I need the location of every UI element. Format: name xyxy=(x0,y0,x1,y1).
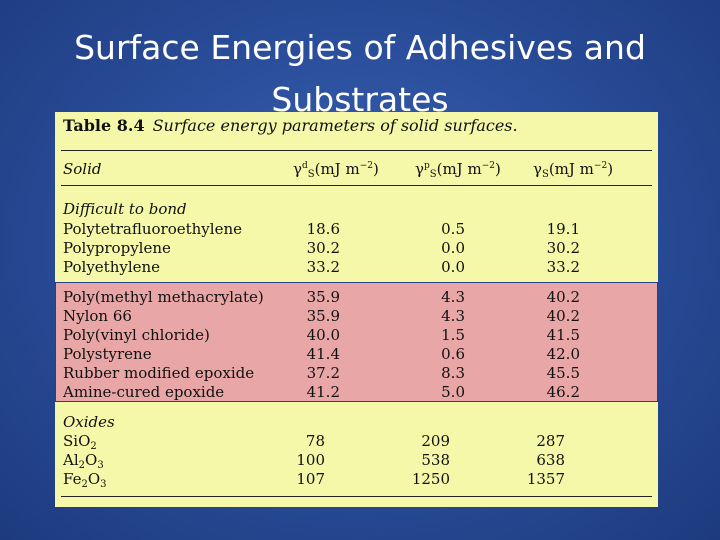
table-row: Amine-cured epoxide 41.2 5.0 46.2 xyxy=(63,383,580,401)
header-rule xyxy=(61,185,652,186)
col-header-polar: γpS(mJ m−2) xyxy=(415,160,501,180)
section-heading-oxides: Oxides xyxy=(63,413,115,431)
table-row: Poly(vinyl chloride) 40.0 1.5 41.5 xyxy=(63,326,580,344)
col-header-total: γS(mJ m−2) xyxy=(533,160,614,180)
slide-title: Surface Energies of Adhesives and Substr… xyxy=(20,22,700,126)
highlight-box xyxy=(55,282,658,402)
table-caption-text: Surface energy parameters of solid surfa… xyxy=(152,116,518,135)
slide-title-line-1: Surface Energies of Adhesives and xyxy=(74,28,646,67)
section-heading-difficult: Difficult to bond xyxy=(63,200,187,218)
table-row: Poly(methyl methacrylate) 35.9 4.3 40.2 xyxy=(63,288,580,306)
bottom-rule xyxy=(61,496,652,497)
table-row: Nylon 66 35.9 4.3 40.2 xyxy=(63,307,580,325)
table-row: Polyethylene 33.2 0.0 33.2 xyxy=(63,258,580,276)
table-row: Fe2O3 107 1250 1357 xyxy=(63,470,565,490)
top-rule xyxy=(61,150,652,151)
table-row: Al2O3 100 538 638 xyxy=(63,451,565,471)
table-row: Polypropylene 30.2 0.0 30.2 xyxy=(63,239,580,257)
col-header-solid: Solid xyxy=(63,160,102,178)
table-panel: Table 8.4 Surface energy parameters of so… xyxy=(55,112,658,507)
table-row: SiO2 78 209 287 xyxy=(63,432,565,452)
table-row: Rubber modified epoxide 37.2 8.3 45.5 xyxy=(63,364,580,382)
col-header-dispersive: γdS(mJ m−2) xyxy=(293,160,379,180)
table-row: Polytetrafluoroethylene 18.6 0.5 19.1 xyxy=(63,220,580,238)
table-caption: Table 8.4 Surface energy parameters of so… xyxy=(63,116,518,135)
table-label: Table 8.4 xyxy=(63,116,145,135)
table-row: Polystyrene 41.4 0.6 42.0 xyxy=(63,345,580,363)
